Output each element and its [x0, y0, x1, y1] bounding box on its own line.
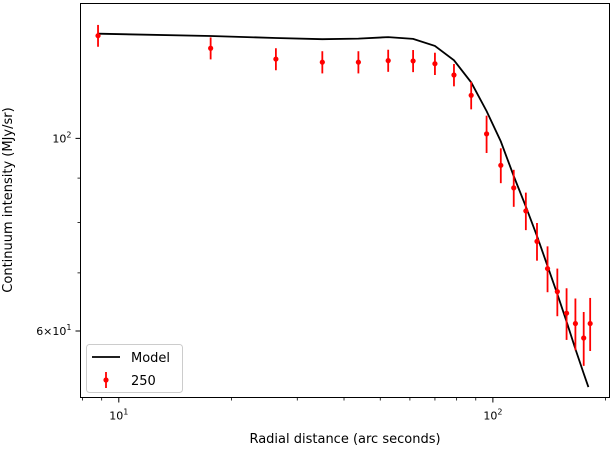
data-point-250 [587, 297, 593, 352]
x-tick-exponent: 2 [497, 408, 502, 417]
data-marker [511, 185, 517, 191]
data-marker [95, 33, 101, 39]
y-axis-label: Continuum intensity (MJy/sr) [1, 107, 16, 292]
data-marker [534, 238, 540, 244]
data-point-250 [273, 48, 279, 71]
data-marker [385, 58, 391, 64]
legend-250-label: 250 [131, 374, 156, 389]
data-point-250 [511, 169, 517, 207]
data-point-250 [319, 51, 325, 74]
data-point-250 [544, 246, 551, 293]
data-marker [554, 289, 560, 295]
data-marker [563, 310, 570, 316]
data-marker [581, 335, 587, 341]
data-point-250 [95, 24, 101, 47]
data-marker [451, 72, 457, 78]
data-marker [544, 265, 551, 272]
data-point-250 [451, 64, 457, 87]
plot-area [95, 24, 593, 388]
data-point-250 [385, 49, 391, 72]
x-tick-exponent: 1 [123, 408, 128, 417]
data-marker [355, 59, 361, 65]
data-point-250 [410, 50, 416, 73]
data-marker [208, 45, 214, 51]
data-point-250 [208, 37, 214, 60]
data-marker [319, 59, 325, 65]
data-point-250 [534, 222, 540, 261]
data-marker [587, 320, 593, 327]
data-point-250 [523, 192, 529, 231]
y-tick-exponent: 1 [66, 323, 71, 332]
data-marker [483, 131, 490, 137]
data-point-250 [355, 51, 361, 74]
y-tick-label: 6×101 [36, 323, 71, 338]
data-marker [468, 92, 474, 98]
data-marker [410, 58, 416, 64]
legend-model-label: Model [131, 351, 170, 366]
data-point-250 [563, 288, 570, 340]
data-point-250 [572, 298, 579, 351]
data-marker [572, 320, 579, 327]
data-point-250 [483, 115, 490, 153]
data-point-250 [432, 52, 438, 76]
data-point-250 [581, 312, 587, 366]
legend-250-marker-swatch [103, 377, 109, 383]
data-marker [523, 208, 529, 214]
data-marker [498, 162, 504, 168]
y-tick-exponent: 2 [66, 130, 71, 139]
x-axis-label: Radial distance (arc seconds) [249, 432, 440, 447]
data-marker [273, 56, 279, 62]
data-point-250 [554, 268, 560, 317]
data-point-250 [468, 81, 474, 110]
legend: Model 250 [86, 344, 183, 393]
data-point-250 [498, 148, 504, 184]
model-line [97, 32, 590, 388]
data-marker [432, 61, 438, 67]
